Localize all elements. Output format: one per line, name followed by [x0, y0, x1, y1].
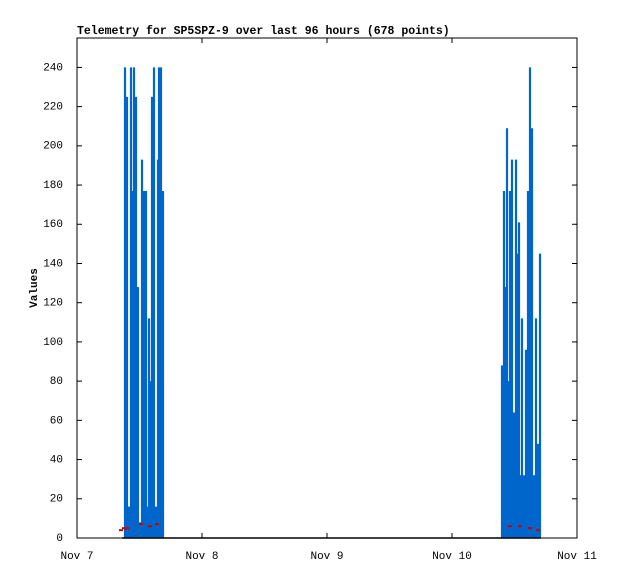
point: [155, 523, 159, 526]
y-tick-label: 140: [43, 258, 63, 270]
point: [518, 525, 522, 528]
y-tick-label: 40: [50, 454, 63, 466]
point: [508, 525, 512, 528]
point: [148, 525, 152, 528]
y-tick-label: 60: [50, 415, 63, 427]
y-tick-label: 20: [50, 494, 63, 506]
point: [125, 527, 129, 530]
y-tick-label: 200: [43, 141, 63, 153]
y-tick-label: 160: [43, 219, 63, 231]
point: [122, 527, 126, 530]
y-tick-label: 100: [43, 337, 63, 349]
y-tick-label: 120: [43, 298, 63, 310]
x-tick-label: Nov 11: [557, 551, 597, 563]
point: [139, 523, 143, 526]
y-tick-label: 80: [50, 376, 63, 388]
chart-title: Telemetry for SP5SPZ-9 over last 96 hour…: [77, 25, 450, 38]
y-axis-label: Values: [29, 268, 41, 308]
y-tick-label: 0: [56, 533, 63, 545]
x-tick-label: Nov 9: [310, 551, 343, 563]
x-tick-label: Nov 7: [60, 551, 93, 563]
y-tick-label: 180: [43, 180, 63, 192]
point: [119, 529, 123, 532]
x-tick-label: Nov 10: [432, 551, 472, 563]
x-tick-label: Nov 8: [185, 551, 218, 563]
y-tick-label: 220: [43, 102, 63, 114]
point: [536, 529, 540, 532]
y-tick-label: 240: [43, 62, 63, 74]
point: [528, 527, 532, 530]
